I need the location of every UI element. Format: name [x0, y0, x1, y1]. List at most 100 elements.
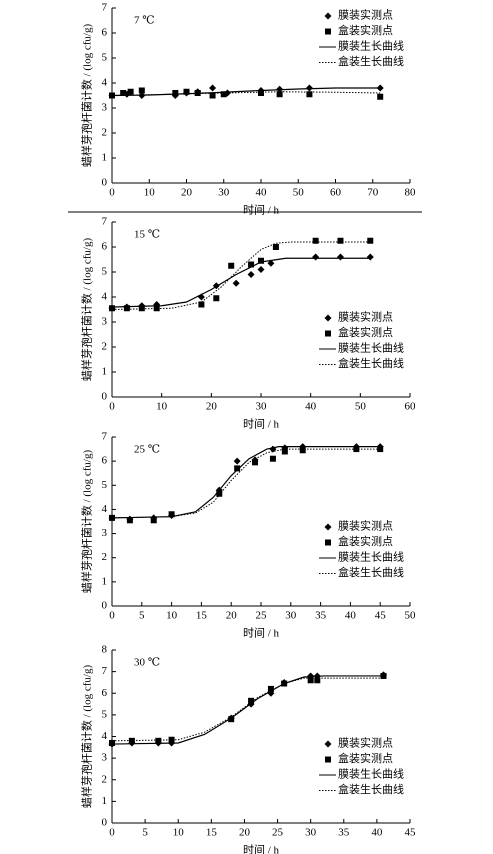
square-point — [109, 739, 115, 746]
y-axis-label: 蜡样芽孢杆菌计数 / (log cfu/g) — [80, 238, 94, 382]
annotation: 15 ℃ — [134, 229, 160, 241]
y-tick-label: 4 — [102, 291, 108, 303]
square-point — [228, 716, 235, 723]
legend-label: 盒装实测点 — [338, 751, 393, 765]
x-tick-label: 50 — [405, 610, 417, 622]
y-tick-label: 5 — [102, 479, 108, 491]
y-tick-label: 7 — [102, 216, 108, 228]
y-tick-label: 0 — [102, 600, 108, 612]
x-tick-label: 5 — [142, 827, 148, 839]
y-tick-label: 5 — [102, 708, 108, 720]
x-tick-label: 0 — [109, 827, 115, 839]
legend-label: 膜装生长曲线 — [338, 550, 404, 564]
y-tick-label: 2 — [102, 773, 108, 785]
x-tick-label: 40 — [345, 610, 357, 622]
diamond-point — [324, 740, 332, 748]
y-tick-label: 2 — [102, 341, 108, 353]
x-tick-label: 5 — [139, 610, 145, 622]
x-tick-label: 50 — [355, 401, 367, 413]
diamond-point — [336, 253, 344, 261]
square-point — [267, 685, 274, 692]
square-point — [325, 756, 331, 763]
y-tick-label: 0 — [102, 177, 108, 189]
x-tick-label: 20 — [206, 401, 218, 413]
x-tick-label: 35 — [315, 610, 327, 622]
y-tick-label: 7 — [102, 2, 108, 14]
x-axis-label: 时间 / h — [243, 844, 280, 854]
y-tick-label: 6 — [102, 27, 108, 39]
diamond-point — [267, 259, 275, 267]
square-point — [198, 301, 205, 308]
x-tick-label: 30 — [305, 827, 317, 839]
square-point — [248, 697, 255, 704]
square-point — [337, 237, 344, 244]
square-point — [126, 517, 133, 524]
y-tick-label: 0 — [102, 391, 108, 403]
y-tick-label: 1 — [102, 366, 108, 378]
x-axis-label: 时间 / h — [243, 627, 280, 640]
legend-label: 盒装生长曲线 — [338, 782, 404, 796]
legend-label: 盒装实测点 — [338, 325, 393, 339]
square-point — [258, 90, 264, 96]
growth-curve — [111, 448, 381, 519]
legend-label: 膜装生长曲线 — [338, 39, 404, 53]
square-point — [312, 237, 319, 244]
y-tick-label: 4 — [102, 730, 108, 742]
x-tick-label: 30 — [256, 401, 268, 413]
x-tick-label: 35 — [338, 827, 350, 839]
square-point — [377, 93, 384, 100]
x-tick-label: 10 — [166, 610, 178, 622]
legend-label: 膜装实测点 — [338, 8, 393, 22]
y-tick-label: 3 — [102, 527, 108, 539]
x-tick-label: 10 — [144, 187, 156, 199]
y-tick-label: 7 — [102, 665, 108, 677]
square-point — [209, 92, 216, 99]
growth-curve — [111, 91, 381, 96]
legend-label: 膜装生长曲线 — [338, 341, 404, 355]
y-axis-label: 蜡样芽孢杆菌计数 / (log cfu/g) — [80, 24, 94, 168]
square-point — [325, 539, 331, 546]
square-point — [314, 677, 321, 684]
y-tick-label: 6 — [102, 687, 108, 699]
chart-panel: 0 1 2 3 4 5 6 7 0 10 20 30 40 50 60 时间 / h 蜡样芽孢杆菌计数 / (l… — [80, 216, 416, 431]
square-point — [127, 88, 134, 95]
y-tick-label: 0 — [102, 817, 108, 829]
growth-curve — [111, 241, 371, 310]
x-tick-label: 25 — [256, 610, 268, 622]
x-tick-label: 60 — [405, 401, 417, 413]
y-tick-label: 4 — [102, 77, 108, 89]
annotation: 7 ℃ — [134, 15, 155, 27]
y-tick-label: 5 — [102, 266, 108, 278]
y-axis-label: 蜡样芽孢杆菌计数 / (log cfu/g) — [80, 665, 94, 809]
x-tick-label: 0 — [109, 610, 115, 622]
x-tick-label: 40 — [256, 187, 268, 199]
square-point — [150, 517, 157, 524]
diamond-point — [269, 445, 277, 453]
growth-curve — [111, 257, 371, 308]
square-point — [234, 465, 241, 472]
x-tick-label: 45 — [375, 610, 387, 622]
square-point — [228, 262, 235, 269]
y-tick-label: 6 — [102, 455, 108, 467]
square-point — [138, 87, 145, 94]
legend-label: 膜装实测点 — [338, 736, 393, 750]
square-point — [213, 295, 220, 302]
y-tick-label: 1 — [102, 575, 108, 587]
y-tick-label: 1 — [102, 152, 108, 164]
y-tick-label: 3 — [102, 102, 108, 114]
y-tick-label: 6 — [102, 241, 108, 253]
square-point — [168, 511, 175, 518]
x-axis-label: 时间 / h — [243, 204, 280, 217]
diamond-point — [366, 253, 374, 261]
square-point — [325, 28, 331, 35]
square-point — [367, 237, 374, 244]
growth-curve — [111, 675, 384, 745]
x-tick-label: 0 — [109, 187, 115, 199]
annotation: 30 ℃ — [134, 657, 160, 669]
annotation: 25 ℃ — [134, 444, 160, 456]
x-tick-label: 70 — [367, 187, 379, 199]
square-point — [220, 91, 227, 98]
x-tick-label: 30 — [285, 610, 297, 622]
